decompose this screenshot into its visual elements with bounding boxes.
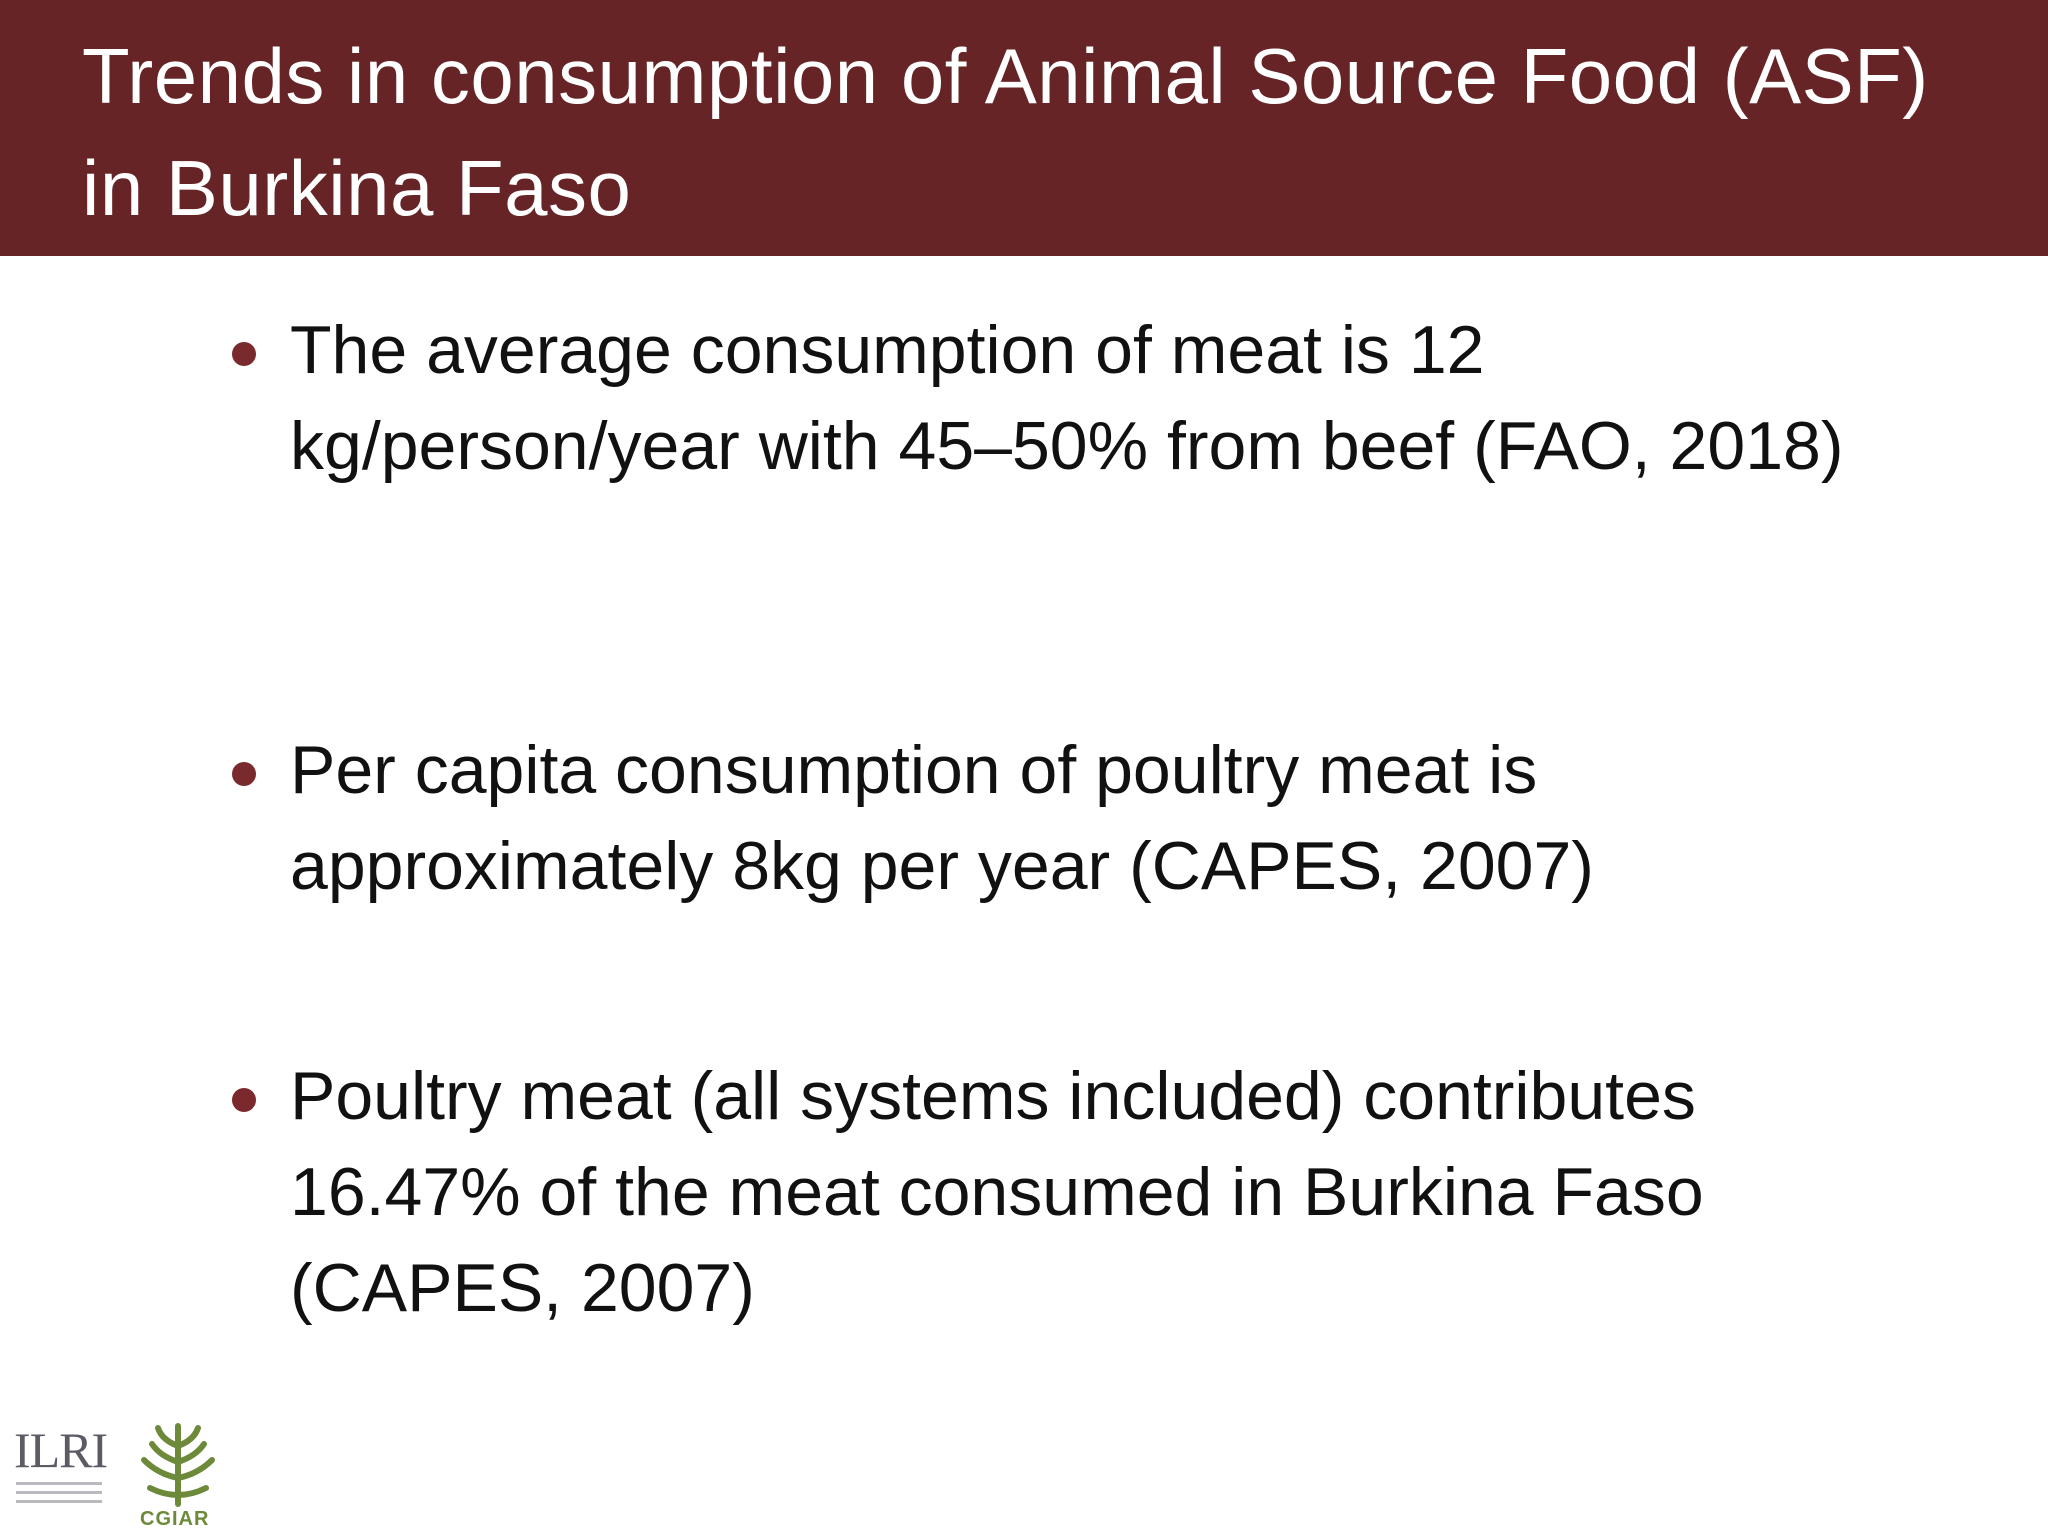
ilri-logo-text: ILRI bbox=[14, 1422, 108, 1478]
footer-logos: ILRI CGIAR bbox=[14, 1416, 224, 1532]
ilri-logo-subtext-icon bbox=[16, 1482, 102, 1509]
cgiar-logo: CGIAR bbox=[132, 1416, 224, 1532]
bullet-icon bbox=[232, 1088, 256, 1112]
cgiar-logo-text: CGIAR bbox=[140, 1508, 210, 1530]
slide-title: Trends in consumption of Animal Source F… bbox=[82, 32, 1929, 232]
bullet-text: Poultry meat (all systems included) cont… bbox=[290, 1058, 1704, 1326]
bullet-icon bbox=[232, 762, 256, 786]
wheat-icon bbox=[141, 1423, 215, 1507]
title-bar: Trends in consumption of Animal Source F… bbox=[0, 0, 2048, 256]
ilri-logo: ILRI bbox=[14, 1422, 110, 1526]
bullet-text: Per capita consumption of poultry meat i… bbox=[290, 732, 1594, 904]
bullet-icon bbox=[232, 342, 256, 366]
bullet-text: The average consumption of meat is 12 kg… bbox=[290, 312, 1844, 484]
